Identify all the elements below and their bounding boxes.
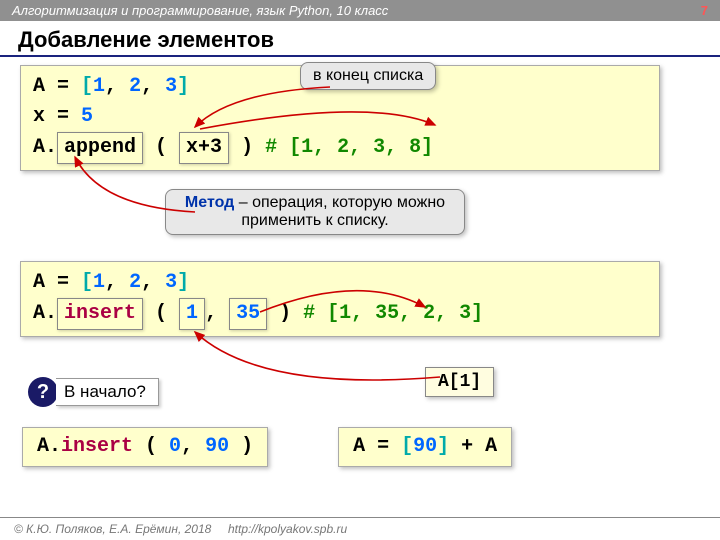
question-text: В начало? <box>56 378 159 406</box>
code-line-2: x = 5 <box>33 102 647 132</box>
insert-box: insert <box>57 298 143 330</box>
page-number: 7 <box>701 3 708 18</box>
page-title: Добавление элементов <box>0 21 720 57</box>
copyright: © К.Ю. Поляков, Е.А. Ерёмин, 2018 <box>14 522 211 536</box>
question-icon: ? <box>28 377 58 407</box>
code-line-2b: A.insert ( 1, 35 ) # [1, 35, 2, 3] <box>33 298 647 330</box>
example-concat: A = [90] + A <box>338 427 512 467</box>
code-line-3: A.append ( x+3 ) # [1, 2, 3, 8] <box>33 132 647 164</box>
footer: © К.Ю. Поляков, Е.А. Ерёмин, 2018 http:/… <box>0 517 720 540</box>
append-box: append <box>57 132 143 164</box>
footer-url: http://kpolyakov.spb.ru <box>228 522 347 536</box>
question-row: ? В начало? <box>28 377 159 407</box>
callout-end-of-list: в конец списка <box>300 62 436 90</box>
content-area: A = [1, 2, 3] x = 5 A.append ( x+3 ) # [… <box>0 57 720 517</box>
arg2-box: 35 <box>229 298 267 330</box>
callout-method-def: Метод – операция, которую можно применит… <box>165 189 465 235</box>
header-bar: Алгоритмизация и программирование, язык … <box>0 0 720 21</box>
code-block-insert: A = [1, 2, 3] A.insert ( 1, 35 ) # [1, 3… <box>20 261 660 337</box>
example-insert-zero: A.insert ( 0, 90 ) <box>22 427 268 467</box>
arg-box: x+3 <box>179 132 229 164</box>
course-label: Алгоритмизация и программирование, язык … <box>12 3 388 18</box>
bottom-examples: A.insert ( 0, 90 ) A = [90] + A <box>22 427 512 467</box>
code-line-1b: A = [1, 2, 3] <box>33 268 647 298</box>
arg1-box: 1 <box>179 298 205 330</box>
callout-a1: A[1] <box>425 367 494 397</box>
